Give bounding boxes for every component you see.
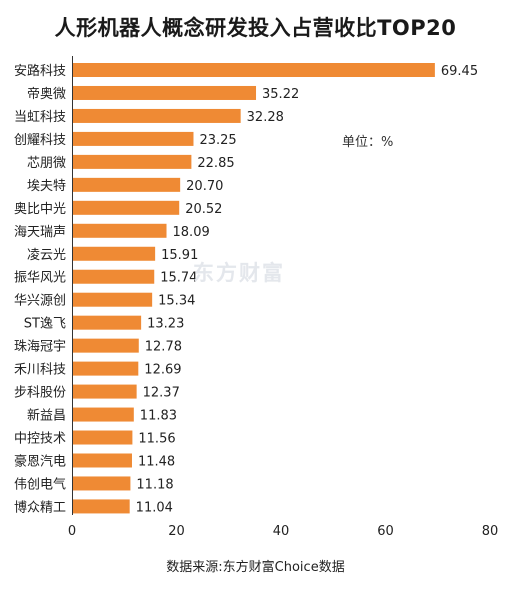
bar — [73, 453, 132, 468]
value-label: 12.69 — [144, 363, 181, 378]
watermark-logo: 东方财富 — [193, 261, 285, 285]
x-tick-label: 20 — [168, 524, 185, 539]
category-label: 帝奥微 — [27, 86, 66, 102]
category-label: 振华风光 — [14, 271, 66, 286]
x-tick-label: 40 — [273, 524, 290, 539]
bar — [73, 292, 153, 307]
bar — [73, 246, 156, 261]
value-label: 15.34 — [158, 294, 195, 309]
category-label: 步科股份 — [14, 386, 66, 401]
category-label: ST逸飞 — [24, 317, 66, 332]
category-label: 安路科技 — [14, 63, 66, 79]
unit-note: 单位：% — [342, 135, 394, 150]
value-label: 11.56 — [138, 432, 175, 447]
x-tick-label: 60 — [377, 524, 394, 539]
category-label: 奥比中光 — [14, 202, 66, 217]
category-label: 豪恩汽电 — [14, 453, 66, 469]
bar — [73, 269, 155, 284]
value-label: 11.83 — [140, 409, 177, 424]
category-label: 珠海冠宇 — [14, 340, 66, 355]
category-label: 凌云光 — [27, 248, 66, 263]
value-label: 11.04 — [136, 500, 173, 515]
value-label: 15.91 — [161, 248, 198, 263]
value-label: 12.37 — [143, 386, 180, 401]
category-label: 华兴源创 — [14, 294, 66, 309]
source-note: 数据来源:东方财富Choice数据 — [166, 560, 345, 575]
category-label: 中控技术 — [14, 432, 66, 447]
value-label: 20.52 — [185, 202, 222, 217]
bar — [73, 63, 435, 77]
value-label: 69.45 — [441, 64, 478, 79]
value-label: 22.85 — [197, 156, 234, 171]
value-label: 32.28 — [247, 110, 284, 125]
category-label: 埃夫特 — [27, 179, 66, 194]
category-label: 新益昌 — [27, 408, 66, 424]
value-label: 11.48 — [138, 454, 175, 469]
category-label: 海天瑞声 — [14, 225, 66, 240]
category-label: 博众精工 — [14, 500, 66, 515]
bar — [73, 154, 192, 169]
bar — [73, 499, 130, 514]
bar — [73, 85, 257, 100]
bar — [73, 407, 134, 422]
bar — [73, 315, 142, 330]
chart-title: 人形机器人概念研发投入占营收比TOP20 — [54, 16, 457, 40]
x-tick-label: 0 — [68, 524, 76, 539]
value-label: 12.78 — [145, 340, 182, 355]
value-label: 18.09 — [173, 225, 210, 240]
value-label: 13.23 — [147, 317, 184, 332]
value-label: 23.25 — [199, 133, 236, 148]
category-label: 禾川科技 — [14, 363, 66, 378]
category-label: 创耀科技 — [14, 133, 66, 148]
x-tick-label: 80 — [482, 524, 499, 539]
bar — [73, 108, 241, 123]
bar — [73, 177, 181, 192]
bar — [73, 131, 194, 146]
category-label: 芯朋微 — [27, 156, 66, 171]
bar — [73, 223, 167, 238]
value-label: 35.22 — [262, 87, 299, 102]
bar — [73, 476, 131, 491]
value-label: 20.70 — [186, 179, 223, 194]
bar — [73, 361, 139, 376]
bar — [73, 338, 139, 353]
category-label: 当虹科技 — [14, 110, 66, 125]
bar — [73, 384, 137, 399]
category-label: 伟创电气 — [14, 476, 66, 492]
value-label: 15.74 — [160, 271, 197, 286]
bar — [73, 430, 133, 445]
value-label: 11.18 — [136, 477, 173, 492]
bar — [73, 200, 180, 215]
